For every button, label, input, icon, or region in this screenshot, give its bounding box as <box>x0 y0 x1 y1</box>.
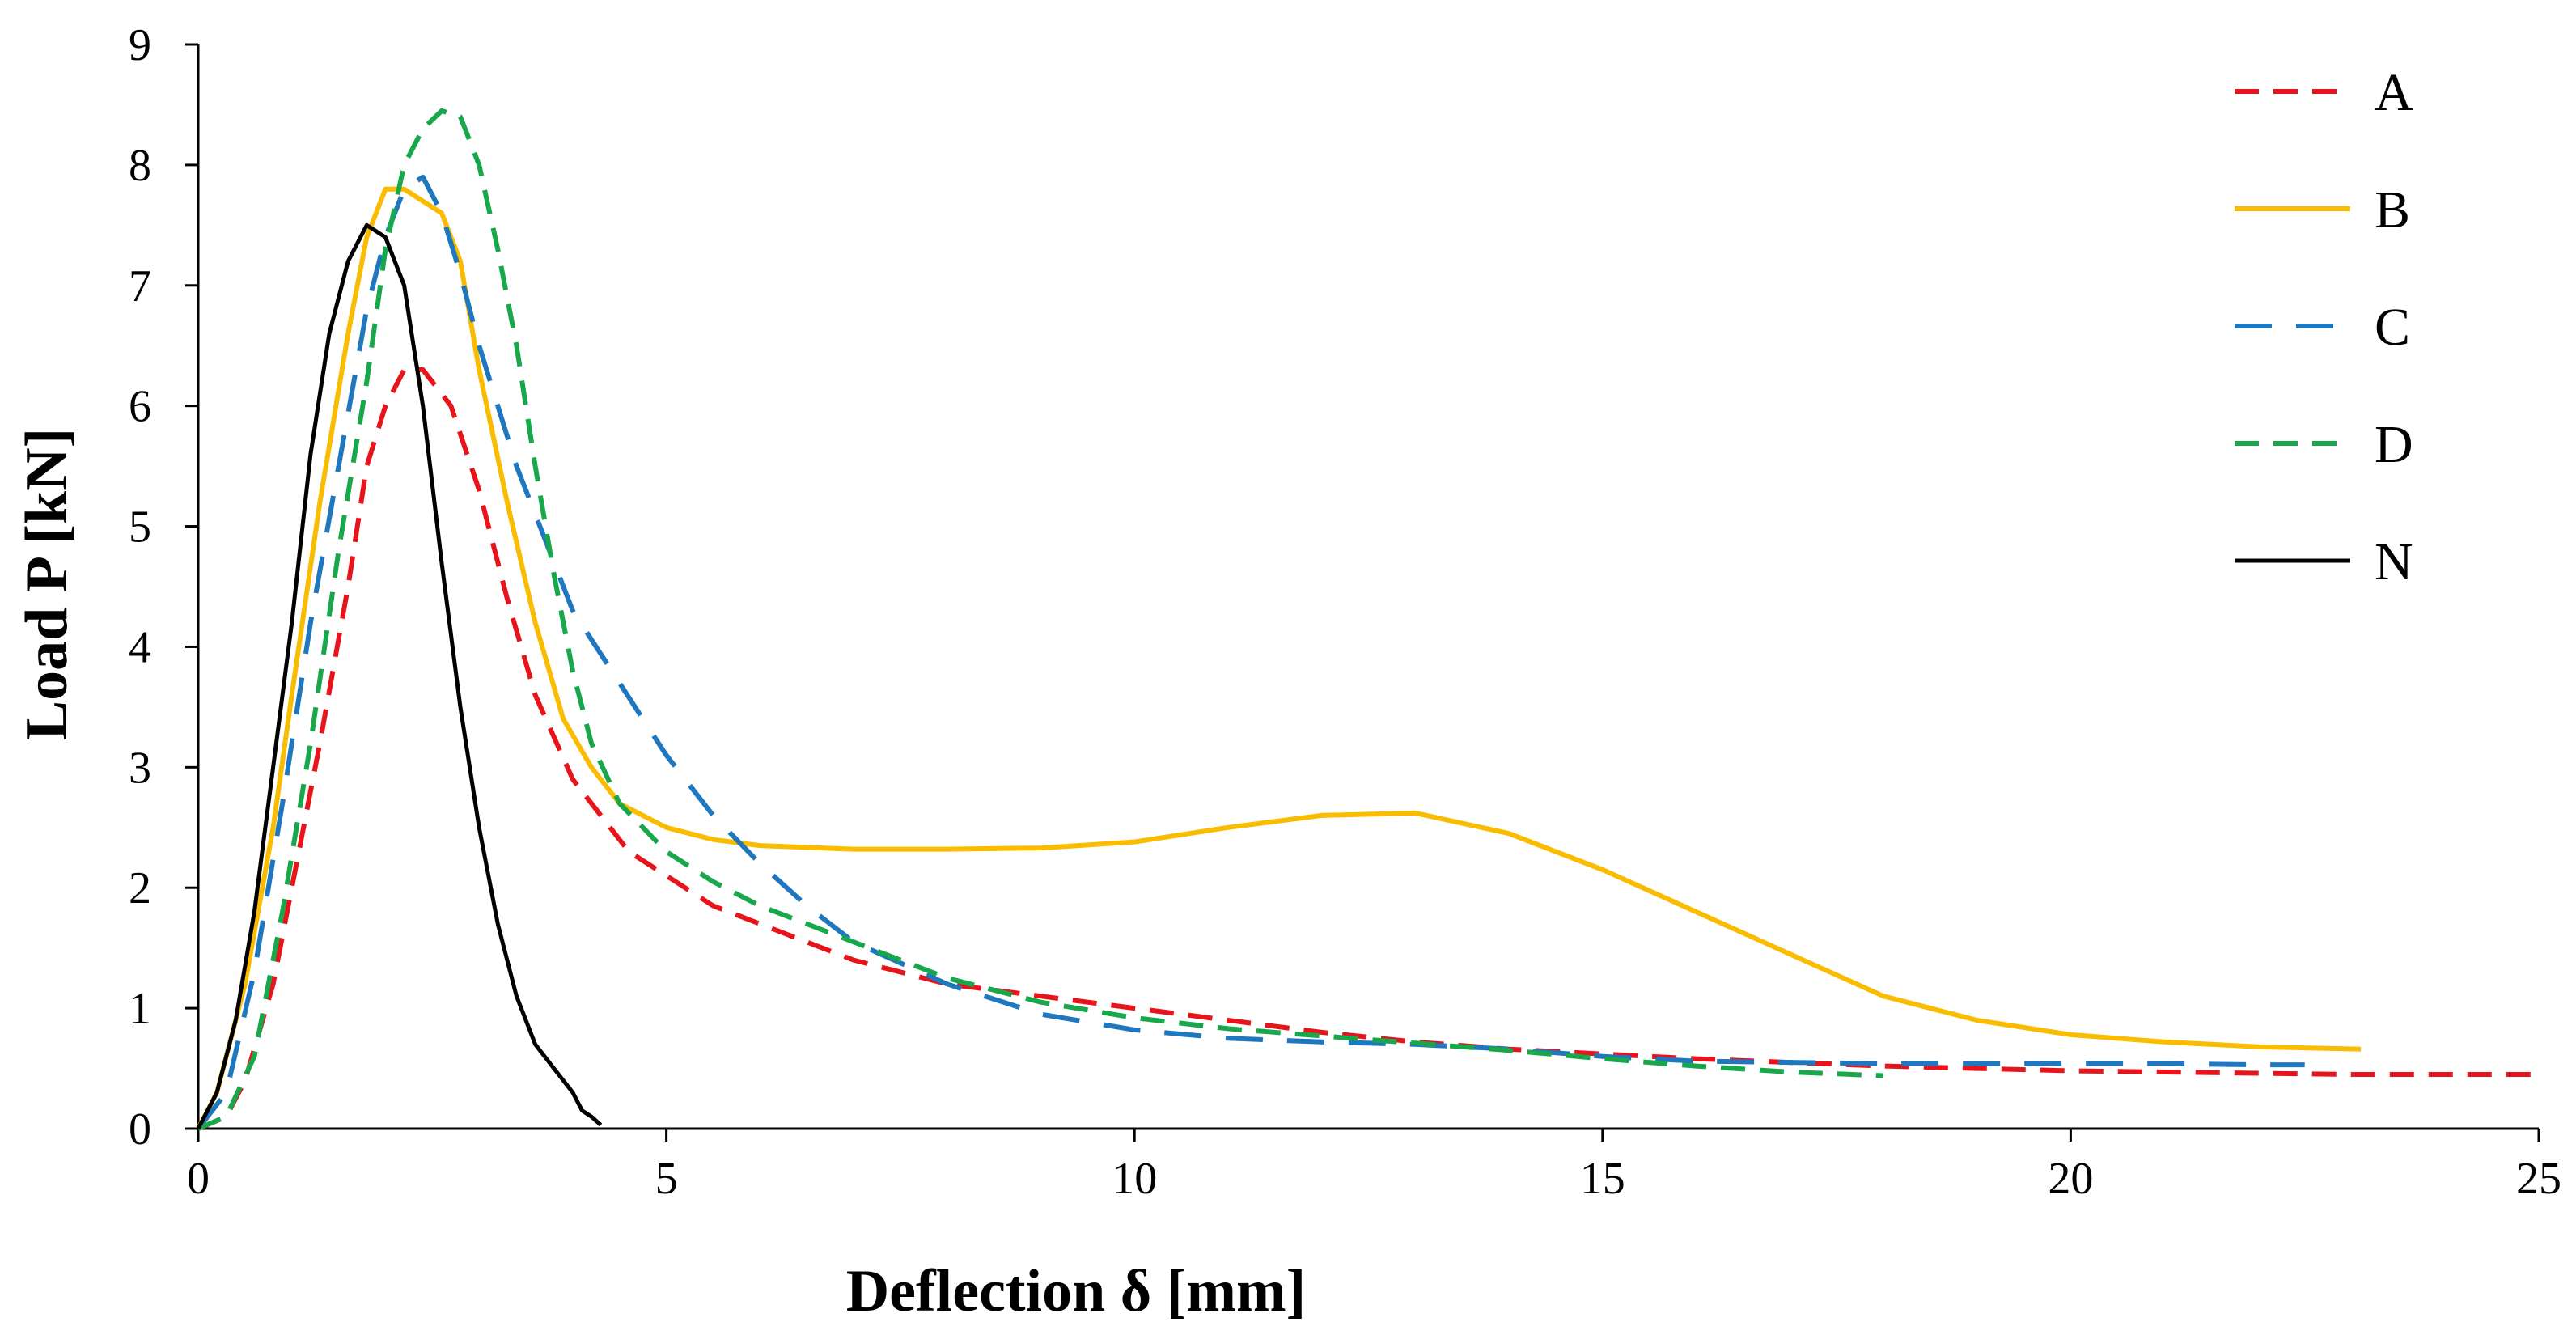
series-line-n <box>196 222 603 1130</box>
legend-label-b: B <box>2375 180 2410 239</box>
y-axis-title: Load P [kN] <box>14 428 80 741</box>
y-tick-label: 0 <box>129 1104 151 1155</box>
x-tick-label: 15 <box>1580 1154 1625 1204</box>
legend-label-n: N <box>2375 532 2413 591</box>
series-line-d <box>197 108 1884 1131</box>
y-tick-label: 1 <box>129 984 151 1034</box>
axes: 0 1 2 3 4 5 6 7 8 9 0 5 10 15 20 25 <box>129 20 2561 1204</box>
series-line-c <box>196 174 2305 1130</box>
y-tick-label: 6 <box>129 382 151 432</box>
y-tick-label: 5 <box>129 502 151 553</box>
series-line-b <box>196 186 2362 1130</box>
legend-label-d: D <box>2375 415 2413 474</box>
legend-label-c: C <box>2375 298 2410 357</box>
y-tick-label: 9 <box>129 20 151 70</box>
series-layer <box>196 108 2539 1131</box>
x-axis-title: Deflection δ [mm] <box>846 1258 1307 1324</box>
y-tick-label: 7 <box>129 261 151 311</box>
y-tick-label: 4 <box>129 622 151 672</box>
x-tick-label: 25 <box>2516 1154 2561 1204</box>
y-tick-label: 2 <box>129 863 151 913</box>
x-tick-label: 20 <box>2048 1154 2093 1204</box>
x-tick-label: 5 <box>655 1154 678 1204</box>
x-tick-label: 10 <box>1112 1154 1157 1204</box>
y-tick-label: 3 <box>129 743 151 793</box>
legend-label-a: A <box>2375 63 2413 122</box>
y-tick-label: 8 <box>129 141 151 191</box>
x-tick-label: 0 <box>187 1154 210 1204</box>
series-line-a <box>197 367 2539 1131</box>
